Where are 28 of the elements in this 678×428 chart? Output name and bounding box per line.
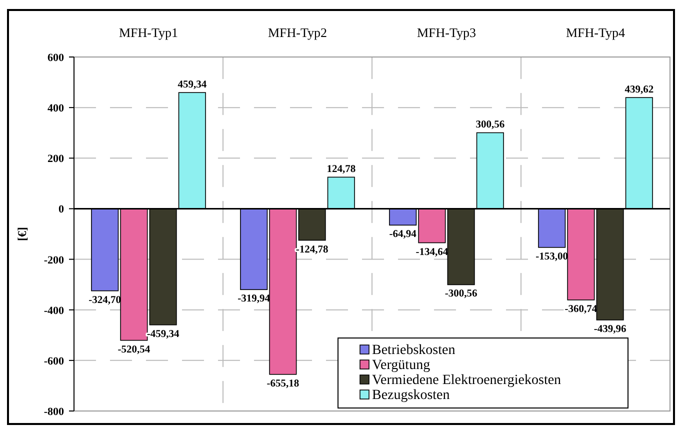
data-label: -520,54 [118, 344, 151, 356]
x-tick-label: MFH-Typ2 [268, 25, 328, 40]
legend-label: Bezugskosten [372, 388, 450, 403]
y-axis-title: [€] [15, 227, 29, 241]
x-tick-label: MFH-Typ3 [416, 25, 476, 40]
data-label: -134,64 [416, 246, 449, 258]
data-label: -300,56 [444, 288, 478, 300]
x-tick-label: MFH-Typ1 [118, 25, 178, 40]
y-tick-label: -600 [44, 355, 64, 368]
data-label: -360,74 [564, 304, 598, 315]
data-label: 124,78 [326, 164, 356, 176]
y-tick-label: 600 [48, 52, 64, 64]
data-label: -64,94 [389, 229, 418, 240]
legend-label: Betriebskosten [372, 343, 456, 358]
y-tick-label: -200 [44, 254, 64, 266]
y-tick-label: 0 [58, 204, 64, 216]
data-label: -655,18 [266, 378, 300, 390]
y-tick-label: 400 [48, 102, 64, 115]
data-label: 439,62 [624, 84, 654, 96]
data-label: 300,56 [476, 120, 505, 131]
y-tick-label: -800 [44, 406, 64, 418]
y-tick-label: 200 [48, 153, 64, 166]
y-tick-label: -400 [44, 304, 64, 317]
legend-label: Vergütung [372, 358, 430, 373]
x-tick-label: MFH-Typ4 [566, 25, 626, 40]
data-label: 459,34 [178, 80, 208, 91]
data-label: -439,96 [594, 324, 626, 335]
legend-label: Vermiedene Elektroenergiekosten [372, 373, 562, 388]
